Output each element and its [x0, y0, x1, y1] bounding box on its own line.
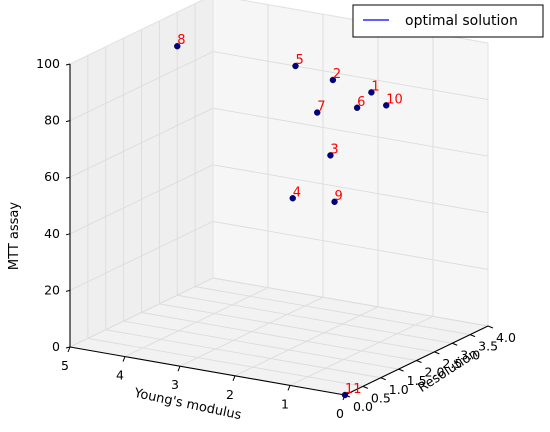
data-point-label-4: 4 [293, 185, 301, 200]
y-tick-label: 2 [226, 387, 234, 402]
data-point-label-6: 6 [357, 95, 365, 110]
data-point-2 [329, 76, 337, 84]
x-tick-mark [380, 377, 386, 381]
data-point-label-3: 3 [330, 142, 338, 157]
x-tick-mark [469, 334, 476, 338]
grid-line-z [212, 164, 489, 214]
z-tick-label: 100 [36, 56, 60, 71]
data-point-3 [327, 152, 334, 159]
z-tick-mark [65, 233, 71, 236]
grid-lines [69, 0, 489, 396]
y-tick-mark [232, 375, 236, 381]
data-point-7 [314, 109, 321, 116]
legend: optimal solution [352, 4, 544, 38]
z-axis-label: MTT assay [7, 202, 22, 270]
data-point-label-5: 5 [296, 53, 304, 68]
y-tick-label: 4 [116, 368, 124, 383]
x-tick-label: 1.0 [389, 382, 409, 397]
z-tick-label: 20 [44, 282, 60, 297]
data-point-label-7: 7 [317, 100, 325, 115]
pane-edge [69, 0, 204, 65]
grid-line-x [195, 286, 471, 336]
z-tick-label: 40 [44, 226, 60, 241]
x-tick-label: 2.0 [425, 365, 445, 380]
grid-line-x [159, 303, 435, 353]
x-tick-label: 2.5 [442, 356, 462, 371]
x-tick-mark [398, 368, 404, 372]
data-points: 1 2 3 4 5 6 7 8 9 10 11 [174, 33, 403, 399]
x-tick-label: 0.5 [371, 390, 391, 405]
z-tick-label: 80 [44, 113, 60, 128]
z-tick-mark [65, 63, 71, 66]
grid-line-x [123, 320, 399, 370]
z-tick-mark [65, 120, 71, 123]
z-tick-label: 0 [52, 339, 60, 354]
axis-panes [70, 0, 488, 395]
grid-line-y [124, 287, 269, 358]
data-point-9 [331, 198, 338, 206]
x-tick-label: 0.0 [353, 399, 373, 414]
y-tick-mark [122, 356, 126, 362]
data-point-11 [341, 391, 349, 399]
x-tick-label: 3.5 [478, 339, 498, 354]
data-point-8 [174, 43, 181, 50]
grid-line-x [141, 312, 417, 361]
z-tick-mark [65, 176, 71, 179]
grid-line-z [69, 51, 214, 122]
data-point-5 [292, 62, 299, 70]
grid-line-z [69, 107, 214, 178]
z-tick-label: 60 [44, 169, 60, 184]
y-tick-mark [67, 346, 71, 353]
grid-line-z [69, 277, 214, 348]
grid-line-z [69, 164, 214, 235]
grid-line-z [212, 107, 489, 157]
grid-line-x [105, 329, 381, 379]
grid-line-z [212, 277, 489, 327]
y-axis-line [69, 346, 346, 396]
x-tick-mark [434, 351, 440, 355]
data-point-6 [353, 104, 361, 111]
grid-line-y [289, 315, 434, 386]
grid-line-x [87, 337, 363, 387]
legend-entry-optimal-solution: optimal solution [405, 13, 518, 29]
data-point-label-2: 2 [333, 67, 341, 82]
y-tick-label: 5 [61, 358, 69, 373]
y-tick-mark [287, 385, 291, 391]
data-point-1 [368, 89, 375, 96]
data-point-label-9: 9 [335, 189, 343, 204]
grid-line-y [179, 296, 324, 367]
y-tick-label: 1 [281, 396, 289, 411]
x-tick-label: 4.0 [496, 330, 516, 345]
data-point-label-10: 10 [386, 92, 403, 107]
x-tick-mark [487, 325, 494, 329]
data-point-4 [289, 195, 296, 202]
back-pane-resolution [213, 0, 488, 326]
grid-line-y [234, 306, 379, 377]
x-tick-label: 1.5 [407, 373, 427, 388]
x-tick-mark [362, 385, 369, 389]
z-tick-mark [65, 289, 71, 292]
data-point-label-1: 1 [371, 79, 379, 94]
data-point-10 [383, 102, 390, 109]
grid-line-x [177, 294, 453, 344]
y-tick-label: 0 [336, 406, 344, 421]
grid-line-z [212, 51, 489, 101]
x-tick-mark [416, 360, 422, 363]
tick-labels: 0.00.51.01.52.02.53.03.54.00123450204060… [36, 56, 516, 421]
grid-line-z [212, 220, 489, 270]
y-tick-mark [177, 366, 181, 372]
x-tick-mark [452, 342, 458, 346]
legend-box [352, 4, 544, 38]
data-point-label-11: 11 [345, 382, 362, 397]
y-tick-label: 3 [171, 377, 179, 392]
grid-line-z [69, 220, 214, 291]
z-tick-mark [65, 346, 71, 349]
data-point-label-8: 8 [177, 33, 185, 48]
x-tick-label: 3.0 [460, 347, 480, 362]
